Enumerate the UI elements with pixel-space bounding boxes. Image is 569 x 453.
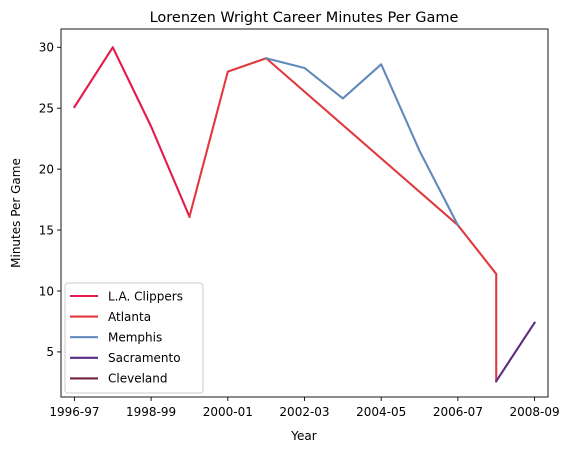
x-tick-label: 2008-09 xyxy=(510,405,560,419)
y-axis-ticks: 5 10 15 20 25 30 xyxy=(39,41,61,359)
legend-label-1: Atlanta xyxy=(108,310,151,324)
x-axis-label: Year xyxy=(290,429,316,443)
legend-label-4: Cleveland xyxy=(108,372,168,386)
y-tick-label: 5 xyxy=(46,345,54,359)
legend-label-3: Sacramento xyxy=(108,351,181,365)
legend-label-0: L.A. Clippers xyxy=(108,289,183,303)
series-line-3 xyxy=(494,321,537,383)
x-tick-label: 2006-07 xyxy=(433,405,483,419)
x-tick-label: 1996-97 xyxy=(49,405,99,419)
x-axis-ticks: 1996-97 1998-99 2000-01 2002-03 2004-05 2006-… xyxy=(49,397,560,419)
y-tick-label: 30 xyxy=(39,41,54,55)
series-line-2 xyxy=(264,56,460,227)
series-line-1 xyxy=(188,57,498,383)
legend-box xyxy=(64,282,204,394)
plot-lines xyxy=(72,46,537,383)
y-tick-label: 15 xyxy=(39,223,54,237)
y-tick-label: 20 xyxy=(39,162,54,176)
x-tick-label: 1998-99 xyxy=(126,405,176,419)
y-tick-label: 25 xyxy=(39,102,54,116)
legend: L.A. Clippers Atlanta Memphis Sacramento Cle… xyxy=(64,282,204,394)
series-line-0 xyxy=(72,46,191,219)
x-tick-label: 2002-03 xyxy=(279,405,329,419)
chart-title: Lorenzen Wright Career Minutes Per Game xyxy=(150,10,459,26)
y-tick-label: 10 xyxy=(39,284,54,298)
legend-label-2: Memphis xyxy=(108,331,162,345)
x-tick-label: 2004-05 xyxy=(356,405,406,419)
x-tick-label: 2000-01 xyxy=(203,405,253,419)
y-axis-label: Minutes Per Game xyxy=(9,158,23,268)
